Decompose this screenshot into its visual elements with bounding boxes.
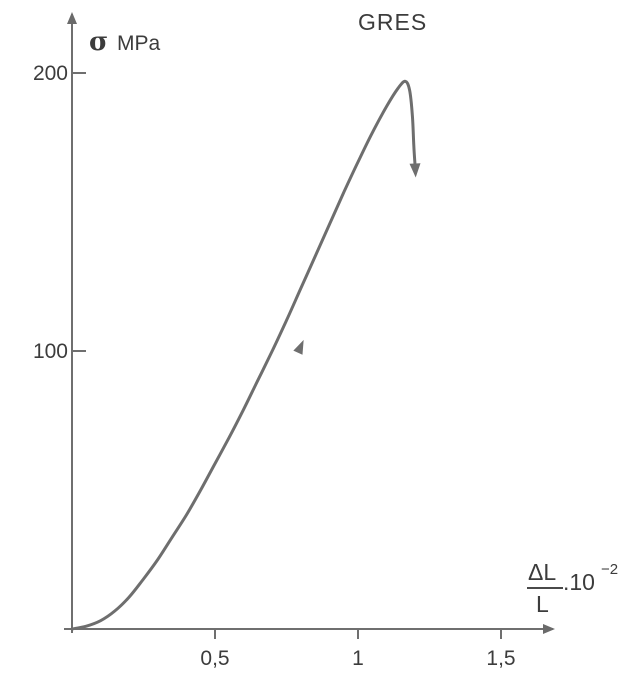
y-axis-label: σ MPa bbox=[89, 27, 161, 57]
x-tick-label: 1 bbox=[352, 647, 364, 670]
x-tick-label: 1,5 bbox=[486, 647, 515, 670]
x-axis-label-exponent: −2 bbox=[601, 561, 618, 578]
x-axis-label-denominator: L bbox=[536, 591, 549, 617]
curve-direction-arrow bbox=[293, 339, 304, 355]
x-axis-label-factor: .10 bbox=[563, 569, 595, 595]
x-axis-label: ΔL L .10 −2 bbox=[527, 559, 618, 617]
x-axis: 0,5 1 1,5 bbox=[64, 624, 555, 670]
series-line bbox=[70, 79, 417, 631]
chart-title: GRES bbox=[358, 9, 427, 35]
curve-end-arrow bbox=[409, 163, 421, 178]
x-axis-label-numerator: ΔL bbox=[528, 559, 556, 585]
y-tick-label: 200 bbox=[33, 62, 68, 85]
y-axis-label-unit: MPa bbox=[117, 32, 161, 55]
y-tick-label: 100 bbox=[33, 340, 68, 363]
y-axis-label-symbol: σ bbox=[89, 27, 108, 57]
x-ticks: 0,5 1 1,5 bbox=[200, 629, 516, 670]
x-tick-label: 0,5 bbox=[200, 647, 229, 670]
y-axis: 100 200 bbox=[33, 12, 86, 633]
y-ticks: 100 200 bbox=[33, 62, 86, 363]
